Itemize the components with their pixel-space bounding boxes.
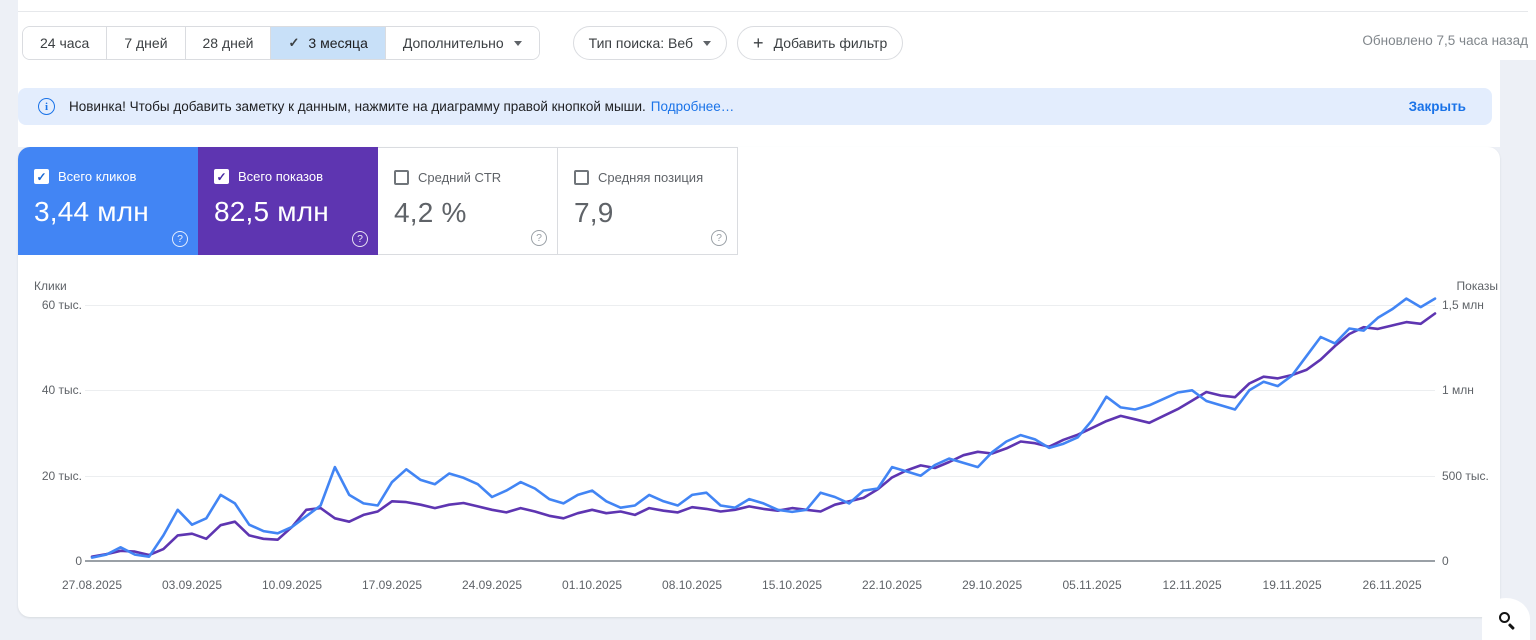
date-range-24h[interactable]: 24 часа [23,27,107,59]
x-axis-label: 22.10.2025 [862,578,923,592]
gridline [85,305,1435,306]
tile-head: ✓ Всего кликов [34,169,182,184]
y-tick-left: 20 тыс. [41,469,82,483]
date-range-3m-label: 3 месяца [308,35,368,51]
x-axis-label: 01.10.2025 [562,578,623,592]
metric-value: 82,5 млн [214,196,329,227]
x-axis-label: 15.10.2025 [762,578,823,592]
date-range-group: 24 часа 7 дней 28 дней ✓ 3 месяца Дополн… [22,26,540,60]
gridline [85,390,1435,391]
date-range-3m[interactable]: ✓ 3 месяца [270,27,385,59]
gridline [85,476,1435,477]
metric-tile-total-impressions[interactable]: ✓ Всего показов 82,5 млн ? [198,147,378,255]
metric-tile-total-clicks[interactable]: ✓ Всего кликов 3,44 млн ? [18,147,198,255]
checkbox-checked-icon[interactable]: ✓ [34,169,49,184]
performance-card: ✓ Всего кликов 3,44 млн ? ✓ Всего показо… [18,147,1500,617]
magnifier-handle [1507,622,1515,630]
checkbox-unchecked-icon[interactable] [394,170,409,185]
y-tick-right: 1 млн [1442,383,1474,397]
x-axis-baseline [85,560,1435,562]
chevron-down-icon [703,40,712,46]
close-banner-button[interactable]: Закрыть [1399,93,1476,120]
metric-tile-average-ctr[interactable]: Средний CTR 4,2 % ? [378,147,558,255]
y-tick-left: 40 тыс. [41,383,82,397]
checkbox-checked-icon[interactable]: ✓ [214,169,229,184]
notification-banner: i Новинка! Чтобы добавить заметку к данн… [18,88,1492,125]
filter-toolbar: 24 часа 7 дней 28 дней ✓ 3 месяца Дополн… [22,26,904,60]
x-axis-label: 05.11.2025 [1062,578,1122,592]
x-axis-label: 24.09.2025 [462,578,523,592]
search-type-dropdown[interactable]: Тип поиска: Веб [572,26,728,60]
y-tick-right: 500 тыс. [1442,469,1489,483]
metric-label: Средняя позиция [598,170,704,185]
date-range-28d-label: 28 дней [202,35,254,51]
help-icon[interactable]: ? [352,231,368,247]
help-icon[interactable]: ? [711,230,727,246]
magnifier-glass [1498,611,1510,623]
plus-icon: + [753,33,764,53]
date-range-7d-label: 7 дней [124,35,168,51]
metric-label: Средний CTR [418,170,502,185]
x-axis-label: 17.09.2025 [362,578,423,592]
top-divider [18,11,1528,12]
y-tick-right: 1,5 млн [1442,298,1484,312]
checkbox-unchecked-icon[interactable] [574,170,589,185]
y-tick-left: 60 тыс. [41,298,82,312]
date-range-more-button[interactable]: Дополнительно [384,27,539,59]
add-filter-button[interactable]: + Добавить фильтр [737,26,904,60]
metric-value: 4,2 % [394,197,467,228]
tile-head: Средняя позиция [574,170,721,185]
magnifier-icon [1498,611,1515,630]
metric-tile-average-position[interactable]: Средняя позиция 7,9 ? [558,147,738,255]
y-tick-left: 0 [75,554,82,568]
checkmark-icon: ✓ [288,35,300,50]
x-axis-label: 19.11.2025 [1262,578,1322,592]
x-axis-label: 29.10.2025 [962,578,1023,592]
add-filter-label: Добавить фильтр [773,35,888,51]
x-axis-label: 03.09.2025 [161,578,223,592]
banner-text: Новинка! Чтобы добавить заметку к данным… [69,99,646,114]
date-range-28d[interactable]: 28 дней [184,27,271,59]
info-icon: i [38,98,55,115]
search-type-label: Тип поиска: Веб [588,35,694,51]
tile-head: ✓ Всего показов [214,169,362,184]
help-icon[interactable]: ? [531,230,547,246]
metric-label: Всего кликов [58,169,137,184]
x-axis-label: 08.10.2025 [662,578,723,592]
metric-tiles: ✓ Всего кликов 3,44 млн ? ✓ Всего показо… [18,147,738,255]
chevron-down-icon [513,40,522,46]
learn-more-link[interactable]: Подробнее… [650,99,735,114]
tile-head: Средний CTR [394,170,541,185]
right-axis-title: Показы [1456,279,1498,293]
x-axis-label: 10.09.2025 [261,578,323,592]
x-axis-label: 26.11.2025 [1362,578,1422,592]
help-icon[interactable]: ? [172,231,188,247]
x-axis-label: 27.08.2025 [61,578,123,592]
x-axis-label: 12.11.2025 [1162,578,1222,592]
date-range-7d[interactable]: 7 дней [106,27,185,59]
date-range-24h-label: 24 часа [40,35,90,51]
metric-value: 7,9 [574,197,614,228]
metric-value: 3,44 млн [34,196,149,227]
zoom-badge[interactable] [1482,598,1530,640]
date-range-more-label: Дополнительно [402,35,504,51]
left-axis-title: Клики [34,279,67,293]
y-tick-right: 0 [1442,554,1449,568]
metric-label: Всего показов [238,169,323,184]
last-updated-text: Обновлено 7,5 часа назад [1362,33,1528,48]
